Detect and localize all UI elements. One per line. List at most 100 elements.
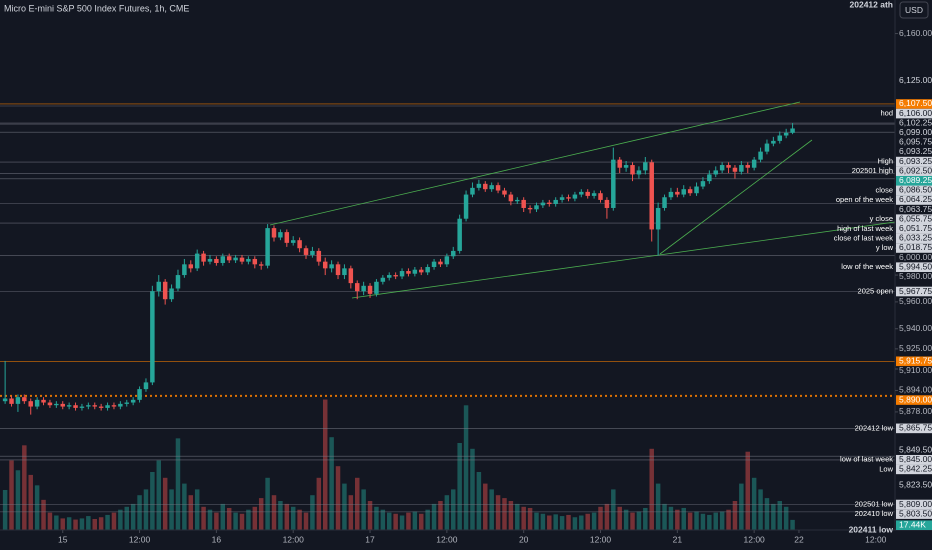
level-price: 6,092.50 [899, 165, 932, 175]
candle-body [771, 140, 776, 144]
price-marker [896, 137, 932, 148]
volume-bar [214, 512, 219, 530]
volume-bar [143, 489, 149, 530]
candle-body [316, 250, 322, 262]
volume-bar [700, 513, 706, 530]
candle-body [444, 256, 450, 265]
volume-bar [745, 451, 750, 530]
price-marker [896, 99, 932, 109]
price-marker [896, 175, 932, 186]
candle-body [547, 202, 552, 204]
level-price-box [896, 108, 932, 119]
candle-body [265, 228, 270, 266]
volume-bar [361, 489, 366, 530]
volume-bar [73, 519, 78, 530]
candle-body [214, 258, 219, 263]
level-name: 202412 low [855, 423, 894, 432]
currency-button[interactable] [899, 1, 929, 19]
currency-label[interactable]: USD [905, 5, 923, 15]
candle-body [207, 258, 213, 262]
volume-bar [150, 472, 155, 530]
volume-bar [559, 516, 565, 530]
volume-bar [585, 513, 590, 530]
level-price-box [896, 233, 932, 244]
volume-bar [41, 499, 46, 530]
candle-body [700, 181, 706, 187]
volume-bar [380, 509, 386, 530]
chart-title: Micro E-mini S&P 500 Index Futures, 1h, … [4, 3, 189, 13]
volume-bar [393, 513, 398, 530]
candle-body [66, 405, 72, 407]
volume-bar [348, 495, 354, 530]
annotation: 202411 low [849, 524, 894, 534]
level-name: 202410 low [855, 509, 894, 518]
candle-body [764, 143, 770, 152]
candle-body [188, 264, 194, 269]
volume-bar [790, 519, 795, 530]
volume-last-box [896, 520, 932, 530]
volume-bar [98, 517, 104, 530]
candle-body [553, 199, 558, 204]
level-price-box [896, 243, 932, 253]
volume-bar [591, 512, 597, 530]
level-name: 202501 low [855, 499, 894, 508]
candle-body [777, 135, 783, 141]
volume-bar [687, 512, 693, 530]
volume-bar [457, 443, 462, 530]
volume-bar [419, 513, 424, 530]
volume-bar [92, 518, 97, 530]
volume-bar [771, 503, 776, 530]
volume-bar [726, 509, 731, 530]
price-marker [896, 445, 932, 455]
candle-body [438, 261, 443, 265]
candle-body [156, 281, 162, 292]
volume-bar [265, 477, 270, 530]
level-price-box [896, 454, 932, 465]
candle-body [41, 399, 46, 403]
level-name: high of last week [837, 224, 893, 233]
volume-last-label: 17.44K [899, 519, 926, 529]
volume-bar [284, 503, 290, 530]
candle-body [790, 128, 795, 133]
volume-bar [182, 483, 187, 530]
x-tick-label: 17 [365, 534, 375, 544]
y-tick-label: 5,925.00 [899, 343, 932, 353]
candle-body [342, 268, 347, 276]
volume-bar [739, 483, 744, 530]
level-name: low of the week [841, 262, 893, 271]
candle-body [758, 151, 763, 160]
level-name: 2025 open [858, 286, 893, 295]
volume-bar [322, 399, 328, 530]
volume-bar [675, 509, 680, 530]
trendlines [269, 101, 896, 299]
volume-bar [2, 489, 8, 530]
candle-body [220, 256, 226, 263]
candle-body [726, 165, 731, 168]
volume-bar [207, 509, 213, 530]
candle-body [86, 405, 91, 407]
candle-body [22, 397, 27, 402]
candle-body [335, 264, 341, 276]
candle-body [483, 183, 488, 190]
candle-body [271, 228, 277, 238]
volume-bar [28, 474, 33, 530]
x-tick-label: 15 [58, 534, 68, 544]
volume-layer [2, 399, 795, 530]
candle-body [15, 397, 21, 404]
candle-body [559, 197, 565, 200]
candle-body [495, 185, 501, 191]
candle-body [290, 240, 296, 243]
volume-bar [54, 515, 59, 530]
volume-bar [431, 503, 437, 530]
level-price: 5,967.75 [899, 286, 932, 296]
level-price-box [896, 223, 932, 234]
candle-body [662, 197, 667, 208]
candle-body [694, 186, 699, 194]
candle-body [226, 256, 232, 261]
volume-bar [162, 477, 168, 530]
candle-body [732, 167, 738, 172]
volume-bar [643, 507, 648, 530]
volume-bar [630, 512, 635, 530]
